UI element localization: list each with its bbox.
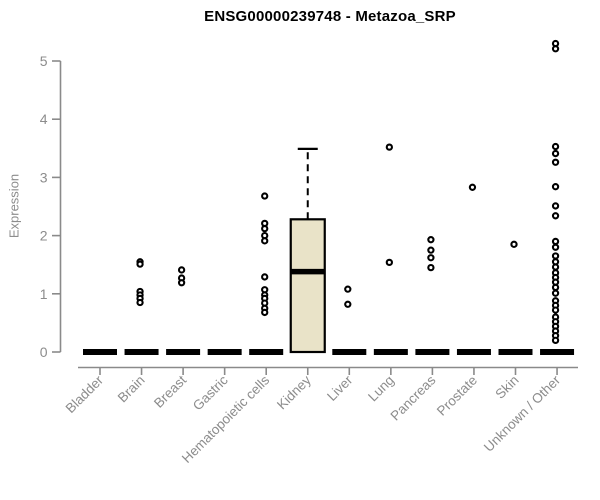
outlier-point-pancreas: [427, 254, 435, 262]
outlier-point-unknown-other: [551, 283, 560, 292]
outlier-point-breast: [177, 266, 186, 274]
outlier-point-brain: [136, 298, 144, 307]
outlier-point-unknown-other: [551, 306, 560, 314]
outlier-point-hematopoietic-cells: [261, 308, 269, 317]
outlier-point-unknown-other: [551, 183, 560, 191]
outlier-point-lung: [385, 143, 393, 151]
collapsed-box-liver: [332, 349, 367, 355]
y-tick-label: 0: [40, 344, 48, 360]
outlier-point-prostate: [468, 183, 477, 191]
outlier-point-unknown-other: [551, 158, 560, 166]
outlier-point-hematopoietic-cells: [261, 192, 269, 200]
outlier-point-hematopoietic-cells: [261, 237, 269, 245]
outlier-point-lung: [385, 258, 393, 267]
y-tick-label: 1: [40, 286, 48, 302]
x-tick-label-brain: Brain: [115, 373, 148, 406]
collapsed-box-unknown-other: [540, 349, 575, 355]
x-tick-label-unknown-other: Unknown / Other: [481, 372, 564, 455]
x-tick-label-gastric: Gastric: [190, 372, 231, 413]
outlier-point-unknown-other: [551, 202, 560, 210]
outlier-point-unknown-other: [551, 45, 560, 53]
outlier-point-unknown-other: [551, 149, 560, 158]
y-tick-label: 3: [40, 169, 48, 185]
collapsed-box-skin: [498, 349, 533, 355]
outlier-point-unknown-other: [551, 237, 560, 246]
outlier-point-pancreas: [427, 236, 435, 244]
x-tick-label-prostate: Prostate: [434, 373, 480, 419]
y-tick-label: 2: [40, 228, 48, 244]
x-tick-label-pancreas: Pancreas: [388, 372, 439, 423]
collapsed-box-hematopoietic-cells: [249, 349, 284, 355]
x-tick-label-bladder: Bladder: [63, 372, 107, 416]
x-tick-label-kidney: Kidney: [274, 372, 314, 412]
collapsed-box-pancreas: [415, 349, 450, 355]
outlier-point-skin: [510, 240, 518, 248]
outlier-point-unknown-other: [551, 142, 560, 151]
outlier-point-liver: [344, 300, 352, 308]
collapsed-box-bladder: [83, 349, 117, 355]
outlier-point-unknown-other: [551, 263, 560, 271]
collapsed-box-lung: [373, 349, 408, 355]
outlier-point-pancreas: [427, 246, 435, 254]
x-tick-label-breast: Breast: [151, 372, 189, 410]
outlier-point-brain: [136, 260, 144, 268]
outlier-point-breast: [177, 279, 186, 287]
outlier-point-unknown-other: [551, 289, 560, 297]
x-tick-label-liver: Liver: [324, 372, 356, 404]
outlier-point-unknown-other: [551, 243, 560, 251]
collapsed-box-breast: [166, 349, 201, 355]
outlier-point-hematopoietic-cells: [261, 224, 269, 233]
outlier-point-hematopoietic-cells: [261, 273, 269, 281]
chart-title: ENSG00000239748 - Metazoa_SRP: [204, 8, 456, 25]
outlier-point-unknown-other: [551, 336, 560, 345]
y-tick-label: 4: [40, 111, 48, 127]
y-tick-label: 5: [40, 53, 48, 69]
collapsed-box-brain: [124, 349, 159, 355]
collapsed-box-prostate: [456, 349, 491, 355]
outlier-point-unknown-other: [551, 252, 560, 260]
collapsed-box-gastric: [207, 349, 242, 355]
box-kidney: [289, 218, 326, 354]
x-tick-label-lung: Lung: [365, 373, 397, 405]
outlier-point-pancreas: [427, 263, 435, 272]
outlier-point-unknown-other: [551, 212, 560, 220]
outlier-point-liver: [344, 285, 352, 293]
x-tick-label-skin: Skin: [492, 373, 521, 402]
